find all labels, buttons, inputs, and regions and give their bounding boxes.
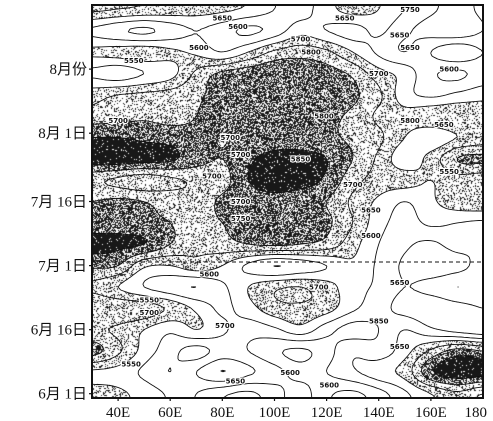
contour-label: 5700 bbox=[309, 283, 329, 291]
contour-label: 5800 bbox=[301, 49, 321, 57]
contour-label: 5700 bbox=[231, 198, 251, 206]
contour-label: 5600 bbox=[361, 232, 381, 240]
contour-label: 5850 bbox=[291, 155, 311, 163]
contour-label: 5600 bbox=[319, 382, 339, 390]
y-axis-tick-labels: 6月 1日 6月 16日 7月 1日 7月 16日 8月 1日 8月份 bbox=[31, 61, 87, 403]
y-tick-label: 7月 16日 bbox=[31, 195, 87, 211]
contour-label: 5700 bbox=[140, 309, 160, 317]
x-tick-label: 120E bbox=[311, 405, 343, 421]
contour-label: 5800 bbox=[400, 117, 420, 125]
contour-label: 5750 bbox=[231, 215, 251, 223]
contour-labels-group: 5650560056505750565056005700555058005650… bbox=[107, 5, 460, 391]
contour-label: 5600 bbox=[189, 44, 209, 52]
contour-label: 5650 bbox=[390, 343, 410, 351]
contour-label: 5700 bbox=[343, 181, 363, 189]
contour-label: 5700 bbox=[231, 151, 251, 159]
x-tick-label: 140E bbox=[363, 405, 395, 421]
contour-lines-group bbox=[91, 4, 484, 399]
contour-line-5800 bbox=[91, 57, 484, 386]
y-tick-label: 8月 1日 bbox=[38, 126, 87, 142]
contour-label: 5700 bbox=[220, 134, 240, 142]
contour-label: 5600 bbox=[228, 23, 248, 31]
contour-label: 5650 bbox=[361, 207, 381, 215]
contour-line-5750 bbox=[91, 4, 483, 392]
x-tick-label: 80E bbox=[210, 405, 234, 421]
contour-label: 5700 bbox=[108, 117, 128, 125]
contour-label: 5650 bbox=[400, 44, 420, 52]
contour-label: 5600 bbox=[280, 369, 300, 377]
contour-label: 5750 bbox=[400, 6, 420, 14]
axis-tick-marks bbox=[89, 68, 432, 401]
contour-label: 5650 bbox=[335, 14, 355, 22]
x-tick-label: 180 bbox=[465, 405, 488, 421]
contour-label: 5600 bbox=[200, 271, 220, 279]
y-tick-label: 8月份 bbox=[49, 61, 87, 78]
x-tick-label: 40E bbox=[106, 405, 130, 421]
contour-label: 5650 bbox=[434, 121, 454, 129]
contour-label: 5700 bbox=[215, 322, 235, 330]
contour-label: 5700 bbox=[202, 172, 222, 180]
contour-label: 5700 bbox=[369, 70, 389, 78]
contour-label: 5550 bbox=[124, 57, 144, 65]
contour-line-5850 bbox=[91, 136, 484, 379]
contour-label: 5650 bbox=[390, 31, 410, 39]
contour-label: 5650 bbox=[213, 14, 233, 22]
contour-label: 5650 bbox=[390, 279, 410, 287]
x-tick-label: 60E bbox=[158, 405, 182, 421]
y-tick-label: 7月 1日 bbox=[38, 259, 87, 275]
contour-line-5600 bbox=[127, 4, 484, 399]
contour-label: 5700 bbox=[291, 36, 311, 44]
contour-label: 5550 bbox=[140, 296, 160, 304]
contour-line-5550 bbox=[222, 347, 367, 399]
contour-label: 5550 bbox=[121, 360, 141, 368]
x-axis-tick-labels: 40E 60E 80E 100E 120E 140E 160E 180 bbox=[106, 405, 487, 421]
contour-label: 5550 bbox=[439, 168, 459, 176]
x-tick-label: 100E bbox=[259, 405, 291, 421]
contour-label: 5600 bbox=[439, 66, 459, 74]
contour-label: 5800 bbox=[314, 113, 334, 121]
plot-frame bbox=[91, 4, 484, 399]
contour-label: 5850 bbox=[369, 318, 389, 326]
y-tick-label: 6月 1日 bbox=[38, 387, 87, 403]
contour-label: 5650 bbox=[226, 377, 246, 385]
x-tick-label: 160E bbox=[415, 405, 447, 421]
y-tick-label: 6月 16日 bbox=[31, 323, 87, 339]
contour-line-5700 bbox=[91, 4, 484, 399]
contour-line-5650 bbox=[91, 4, 484, 399]
